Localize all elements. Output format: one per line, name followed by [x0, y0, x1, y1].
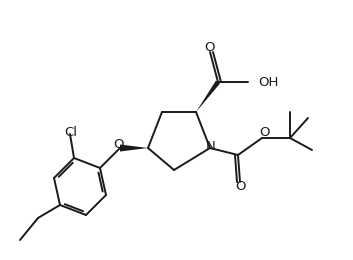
Polygon shape	[120, 145, 148, 152]
Text: Cl: Cl	[64, 126, 77, 139]
Text: N: N	[206, 140, 216, 153]
Polygon shape	[196, 81, 220, 112]
Text: O: O	[204, 41, 214, 54]
Text: O: O	[235, 180, 245, 193]
Text: OH: OH	[258, 75, 279, 88]
Text: O: O	[259, 127, 269, 140]
Text: O: O	[113, 138, 123, 151]
